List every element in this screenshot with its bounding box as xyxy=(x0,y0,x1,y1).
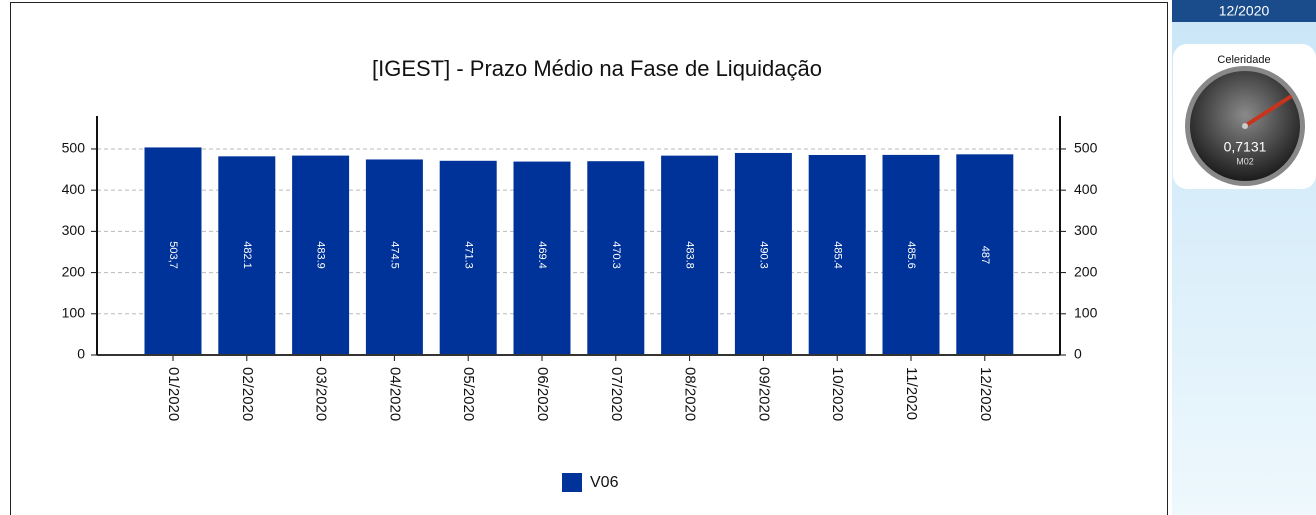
gauge-title: Celeridade xyxy=(1217,54,1270,66)
bar-value-label: 485.6 xyxy=(905,241,917,269)
bar-value-label: 490.3 xyxy=(757,241,769,269)
bar xyxy=(144,147,202,355)
y2-tick-label: 0 xyxy=(1074,346,1082,362)
y-tick-label: 0 xyxy=(77,346,85,362)
x-tick-label: 08/2020 xyxy=(682,367,699,421)
y2-tick-label: 500 xyxy=(1074,140,1098,156)
bar-value-label: 485.4 xyxy=(831,241,843,269)
y2-tick-label: 400 xyxy=(1074,181,1098,197)
x-tick-label: 09/2020 xyxy=(755,367,772,421)
y-tick-label: 100 xyxy=(62,304,86,320)
x-tick-label: 04/2020 xyxy=(386,367,403,421)
bar-value-label: 487 xyxy=(979,246,991,264)
x-tick-label: 07/2020 xyxy=(608,367,625,421)
x-tick-label: 12/2020 xyxy=(977,367,994,421)
y-tick-label: 400 xyxy=(62,181,86,197)
period-header xyxy=(1172,0,1316,22)
bar xyxy=(218,156,276,355)
gauge-needle xyxy=(1243,95,1292,128)
x-tick-label: 02/2020 xyxy=(239,367,256,421)
x-tick-label: 03/2020 xyxy=(313,367,330,421)
bar-value-label: 470.3 xyxy=(610,241,622,269)
bar-value-label: 474.5 xyxy=(388,241,400,269)
bar xyxy=(734,152,792,355)
bar xyxy=(661,155,719,355)
bar xyxy=(956,154,1014,355)
x-tick-label: 01/2020 xyxy=(165,367,182,421)
gauge-hub xyxy=(1242,123,1248,129)
y-tick-label: 500 xyxy=(62,140,86,156)
bar-value-label: 483.9 xyxy=(315,241,327,269)
x-tick-label: 05/2020 xyxy=(460,367,477,421)
bar-value-label: 483.8 xyxy=(684,241,696,269)
gauge-value: 0,7131 xyxy=(1224,139,1267,155)
bar xyxy=(808,154,866,355)
bar xyxy=(292,155,350,355)
y2-tick-label: 300 xyxy=(1074,222,1098,238)
bar xyxy=(587,161,645,355)
y2-tick-label: 100 xyxy=(1074,304,1098,320)
x-tick-label: 11/2020 xyxy=(903,367,920,420)
x-tick-label: 06/2020 xyxy=(534,367,551,421)
plot: 0 100 200 300 400 500 0 100 200 300 400 500 503,7 01/… xyxy=(62,116,1098,421)
bar xyxy=(439,160,497,355)
chart-title: [IGEST] - Prazo Médio na Fase de Liquida… xyxy=(372,56,822,81)
bar xyxy=(882,154,940,355)
y-tick-label: 200 xyxy=(62,263,86,279)
y-tick-label: 300 xyxy=(62,222,86,238)
legend-swatch xyxy=(562,473,582,492)
y2-tick-label: 200 xyxy=(1074,263,1098,279)
period-label: 12/2020 xyxy=(1219,3,1270,19)
bar-value-label: 482.1 xyxy=(241,241,253,269)
bar xyxy=(513,161,571,355)
bar-value-label: 471.3 xyxy=(462,241,474,269)
bar xyxy=(365,159,423,355)
x-tick-label: 10/2020 xyxy=(829,367,846,421)
gauge-code: M02 xyxy=(1236,156,1254,166)
legend-label: V06 xyxy=(590,474,619,491)
bar-value-label: 503,7 xyxy=(167,241,179,269)
bar-value-label: 469.4 xyxy=(536,241,548,269)
